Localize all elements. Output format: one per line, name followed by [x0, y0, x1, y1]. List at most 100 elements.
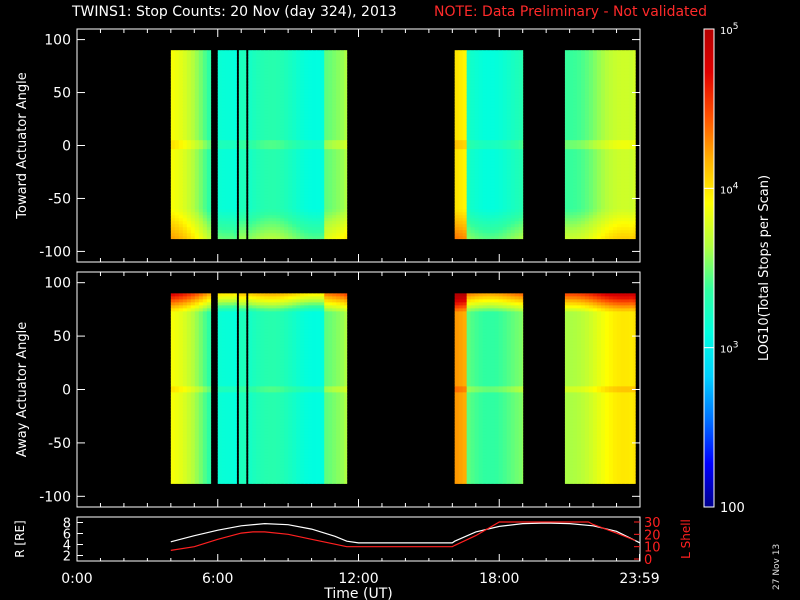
heatmap-cell-p0-b5 [588, 140, 594, 144]
heatmap-cell-p0-b4 [474, 197, 480, 201]
heatmap-cell-p1-b0 [170, 314, 176, 318]
heatmap-cell-p0-b0 [202, 155, 208, 159]
heatmap-cell-p0-b3 [280, 179, 285, 183]
heatmap-cell-p0-b3 [284, 155, 289, 159]
heatmap-cell-p0-b4 [494, 233, 500, 237]
heatmap-cell-p0-b5 [600, 68, 606, 72]
heatmap-cell-p0-b3 [324, 65, 329, 69]
heatmap-cell-p0-b3 [252, 74, 257, 78]
heatmap-cell-p0-b4 [474, 236, 480, 240]
heatmap-cell-p0-b0 [186, 158, 192, 162]
heatmap-cell-p0-b3 [316, 137, 321, 141]
heatmap-cell-p0-b3 [324, 218, 329, 222]
heatmap-cell-p0-b3 [336, 77, 341, 81]
heatmap-cell-p0-b1 [217, 62, 223, 66]
heatmap-cell-p0-b3 [260, 107, 265, 111]
heatmap-cell-p0-b4 [458, 89, 464, 93]
heatmap-cell-p0-b0 [170, 167, 176, 171]
heatmap-cell-p0-b5 [624, 155, 630, 159]
heatmap-cell-p0-b3 [252, 230, 257, 234]
heatmap-cell-p0-b3 [268, 137, 273, 141]
heatmap-cell-p0-b1 [221, 230, 227, 234]
heatmap-cell-p1-b0 [170, 422, 176, 426]
heatmap-cell-p0-b3 [320, 71, 325, 75]
heatmap-cell-p0-b3 [256, 92, 261, 96]
heatmap-cell-p0-b5 [584, 122, 590, 126]
heatmap-cell-p0-b5 [612, 176, 618, 180]
heatmap-cell-p0-b4 [506, 104, 512, 108]
heatmap-cell-p0-b3 [300, 95, 305, 99]
heatmap-cell-p0-b4 [518, 215, 524, 219]
heatmap-cell-p0-b4 [466, 83, 472, 87]
heatmap-cell-p0-b0 [190, 170, 196, 174]
heatmap-cell-p0-b0 [206, 161, 212, 165]
heatmap-cell-p0-b3 [264, 68, 269, 72]
heatmap-cell-p0-b4 [478, 170, 484, 174]
heatmap-cell-p0-b0 [182, 200, 188, 204]
heatmap-cell-p0-b4 [502, 137, 508, 141]
heatmap-cell-p0-b0 [206, 158, 212, 162]
heatmap-cell-p0-b3 [328, 203, 333, 207]
heatmap-cell-p0-b0 [194, 191, 200, 195]
heatmap-cell-p0-b0 [178, 194, 184, 198]
heatmap-cell-p0-b4 [454, 113, 460, 117]
heatmap-cell-p0-b3 [252, 236, 257, 240]
heatmap-cell-p0-b4 [486, 56, 492, 60]
heatmap-cell-p0-b0 [190, 125, 196, 129]
heatmap-cell-p0-b3 [252, 188, 257, 192]
heatmap-cell-p0-b5 [584, 218, 590, 222]
heatmap-cell-p0-b5 [584, 104, 590, 108]
heatmap-cell-p0-b4 [494, 155, 500, 159]
heatmap-cell-p0-b3 [272, 50, 277, 54]
heatmap-cell-p0-b5 [572, 113, 578, 117]
heatmap-cell-p0-b3 [268, 74, 273, 78]
heatmap-cell-p0-b0 [202, 101, 208, 105]
heatmap-cell-p0-b5 [620, 158, 626, 162]
heatmap-cell-p0-b5 [580, 230, 586, 234]
heatmap-cell-p1-b0 [170, 365, 176, 369]
heatmap-cell-p0-b4 [482, 119, 488, 123]
heatmap-cell-p0-b5 [620, 56, 626, 60]
heatmap-cell-p0-b5 [576, 68, 582, 72]
heatmap-cell-p0-b0 [206, 170, 212, 174]
heatmap-cell-p0-b3 [324, 119, 329, 123]
heatmap-cell-p0-b5 [580, 185, 586, 189]
heatmap-cell-p0-b0 [202, 128, 208, 132]
heatmap-cell-p0-b5 [592, 218, 598, 222]
heatmap-cell-p0-b4 [470, 149, 476, 153]
heatmap-cell-p0-b5 [572, 107, 578, 111]
heatmap-cell-p0-b4 [458, 113, 464, 117]
heatmap-cell-p0-b1 [221, 200, 227, 204]
heatmap-cell-p0-b4 [518, 125, 524, 129]
heatmap-cell-p0-b4 [486, 146, 492, 150]
heatmap-cell-p0-b5 [568, 80, 574, 84]
heatmap-cell-p0-b4 [482, 101, 488, 105]
heatmap-cell-p0-b1 [221, 128, 227, 132]
heatmap-cell-p0-b4 [466, 170, 472, 174]
heatmap-cell-p0-b5 [624, 230, 630, 234]
heatmap-cell-p0-b5 [632, 119, 636, 123]
heatmap-cell-p0-b4 [510, 113, 516, 117]
heatmap-cell-p0-b3 [264, 122, 269, 126]
heatmap-cell-p0-b3 [300, 134, 305, 138]
heatmap-cell-p0-b4 [458, 167, 464, 171]
heatmap-cell-p0-b3 [260, 89, 265, 93]
heatmap-cell-p0-b3 [344, 149, 348, 153]
heatmap-cell-p0-b0 [190, 155, 196, 159]
heatmap-cell-p0-b0 [178, 50, 184, 54]
heatmap-cell-p0-b3 [324, 161, 329, 165]
heatmap-cell-p0-b3 [292, 140, 297, 144]
heatmap-cell-p0-b0 [198, 194, 204, 198]
heatmap-cell-p0-b3 [316, 182, 321, 186]
heatmap-cell-p0-b5 [596, 86, 602, 90]
heatmap-cell-p0-b3 [304, 110, 309, 114]
heatmap-cell-p0-b4 [494, 110, 500, 114]
heatmap-cell-p0-b3 [280, 197, 285, 201]
heatmap-cell-p0-b1 [225, 92, 231, 96]
heatmap-cell-p0-b4 [474, 116, 480, 120]
heatmap-cell-p0-b5 [576, 71, 582, 75]
heatmap-cell-p0-b4 [486, 200, 492, 204]
heatmap-cell-p0-b4 [454, 53, 460, 57]
heatmap-cell-p0-b5 [608, 227, 614, 231]
heatmap-cell-p0-b3 [268, 80, 273, 84]
